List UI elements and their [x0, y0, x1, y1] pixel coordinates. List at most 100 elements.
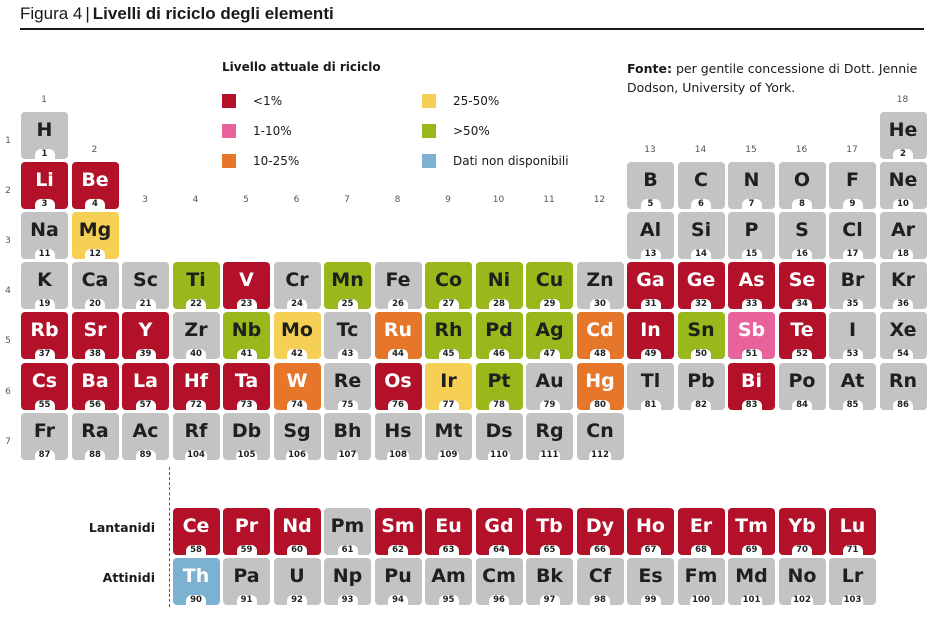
legend-swatch [222, 94, 236, 108]
element-cf: Cf 98 [576, 558, 624, 606]
atomic-number: 37 [34, 349, 55, 361]
atomic-number: 102 [791, 595, 813, 606]
element-symbol: Dy [585, 515, 615, 537]
element-symbol: Cd [586, 319, 614, 342]
element-sg: Sg 106 [273, 412, 321, 461]
element-symbol: Es [638, 565, 663, 587]
atomic-number: 84 [792, 399, 812, 411]
atomic-number: 107 [336, 449, 359, 461]
element-pt: Pt 78 [475, 362, 523, 411]
element-symbol: Er [689, 515, 713, 537]
legend-swatch [222, 124, 236, 138]
atomic-number: 48 [590, 349, 610, 361]
period-label: 2 [5, 186, 11, 197]
element-sr: Sr 38 [71, 312, 119, 361]
element-ho: Ho 67 [627, 508, 674, 556]
atomic-number: 96 [489, 595, 509, 606]
atomic-number: 33 [741, 299, 762, 311]
period-label: 4 [5, 286, 11, 297]
atomic-number: 15 [741, 249, 762, 261]
element-mg: Mg 12 [71, 212, 119, 261]
element-symbol: Au [535, 369, 564, 392]
element-symbol: Be [81, 169, 109, 192]
element-symbol: Zr [184, 319, 208, 342]
element-symbol: Md [735, 565, 768, 587]
element-es: Es 99 [627, 558, 674, 606]
element-te: Te 52 [778, 312, 826, 361]
atomic-number: 18 [893, 249, 913, 261]
atomic-number: 38 [85, 349, 105, 361]
element-symbol: Ac [132, 419, 159, 442]
element-li: Li 3 [21, 162, 68, 211]
element-symbol: Co [435, 269, 462, 292]
element-fe: Fe 26 [374, 262, 422, 311]
element-symbol: B [643, 169, 658, 192]
atomic-number: 83 [741, 399, 762, 411]
element-br: Br 35 [829, 262, 876, 311]
atomic-number: 63 [438, 545, 459, 556]
atomic-number: 58 [186, 545, 206, 556]
atomic-number: 74 [287, 399, 307, 411]
atomic-number: 17 [842, 249, 863, 261]
element-ag: Ag 47 [526, 312, 573, 361]
element-mo: Mo 42 [273, 312, 321, 361]
lanthanides-label: Lantanidi [88, 520, 155, 535]
atomic-number: 65 [539, 545, 560, 556]
group-label: 5 [243, 195, 249, 206]
atomic-number: 2 [893, 149, 913, 160]
atomic-number: 21 [135, 299, 156, 311]
element-y: Y 39 [122, 312, 169, 361]
atomic-number: 105 [235, 449, 258, 461]
atomic-number: 22 [186, 299, 206, 311]
atomic-number: 80 [590, 399, 610, 411]
atomic-number: 91 [236, 595, 257, 606]
group-label: 3 [142, 195, 148, 206]
element-symbol: O [793, 169, 811, 192]
source-note: Fonte: per gentile concessione di Dott. … [627, 59, 927, 97]
element-symbol: Po [788, 369, 816, 392]
element-ge: Ge 32 [677, 262, 725, 311]
element-au: Au 79 [526, 362, 573, 411]
element-symbol: Sm [381, 515, 415, 537]
group-label: 7 [344, 195, 350, 206]
element-ba: Ba 56 [71, 362, 119, 411]
atomic-number: 94 [388, 595, 408, 606]
element-symbol: Te [790, 319, 814, 342]
element-bh: Bh 107 [324, 412, 371, 461]
atomic-number: 69 [741, 545, 762, 556]
element-as: As 33 [728, 262, 775, 311]
group-label: 17 [846, 145, 858, 156]
element-symbol: No [787, 565, 817, 587]
group-label: 15 [745, 145, 757, 156]
atomic-number: 49 [640, 349, 661, 361]
element-v: V 23 [223, 262, 270, 311]
element-symbol: Cr [285, 269, 309, 292]
element-symbol: Ra [81, 419, 109, 442]
atomic-number: 88 [85, 449, 105, 461]
element-symbol: Pm [330, 515, 365, 537]
element-symbol: Ds [485, 419, 513, 442]
atomic-number: 54 [893, 349, 913, 361]
element-symbol: Pt [487, 369, 511, 392]
element-na: Na 11 [21, 212, 68, 261]
atomic-number: 93 [337, 595, 358, 606]
atomic-number: 47 [539, 349, 560, 361]
atomic-number: 61 [337, 545, 358, 556]
element-symbol: Mg [78, 219, 112, 242]
atomic-number: 39 [135, 349, 156, 361]
element-symbol: Yb [788, 515, 816, 537]
element-db: Db 105 [223, 412, 270, 461]
element-symbol: Li [35, 169, 54, 192]
element-symbol: Cl [842, 219, 863, 242]
atomic-number: 106 [286, 449, 308, 461]
element-mt: Mt 109 [425, 412, 472, 461]
element-tb: Tb 65 [526, 508, 573, 556]
element-symbol: Hg [585, 369, 615, 392]
element-symbol: Tb [536, 515, 563, 537]
element-symbol: Cn [586, 419, 614, 442]
legend-swatch [422, 124, 436, 138]
legend-swatch [422, 94, 436, 108]
atomic-number: 56 [85, 399, 105, 411]
